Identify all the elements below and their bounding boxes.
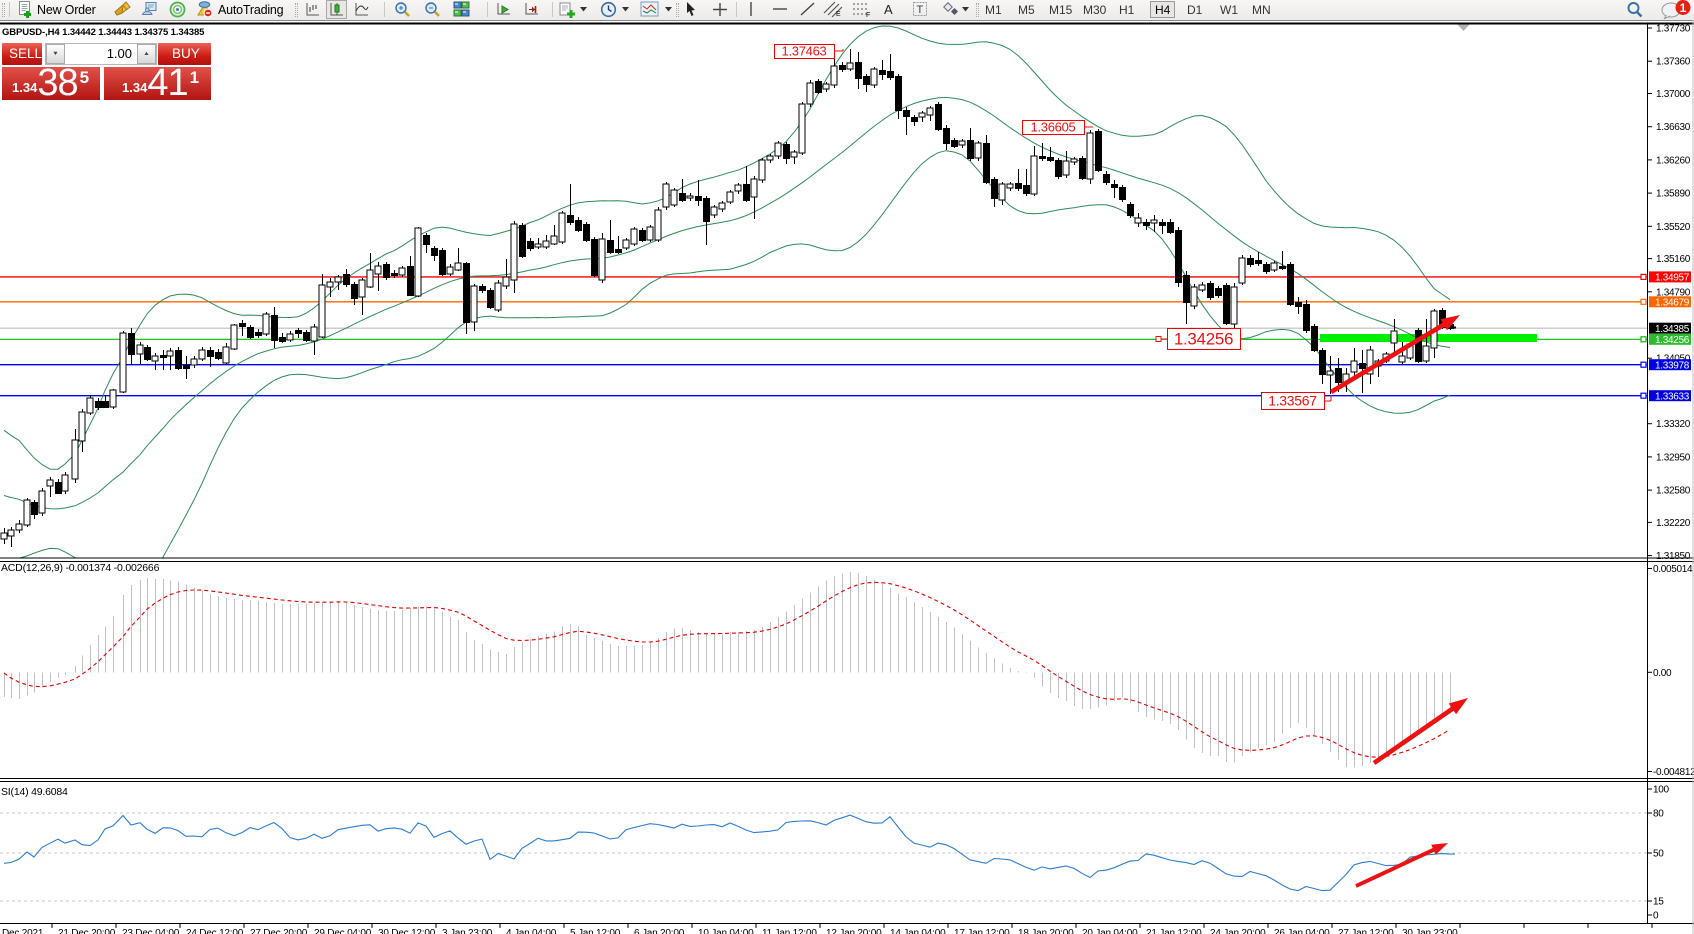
svg-text:1.32220: 1.32220 xyxy=(1656,518,1691,529)
svg-text:1.34957: 1.34957 xyxy=(1655,273,1690,284)
svg-text:11 Jan 12:00: 11 Jan 12:00 xyxy=(762,928,817,934)
svg-text:24 Dec 12:00: 24 Dec 12:00 xyxy=(186,928,244,934)
svg-text:6 Jan 20:00: 6 Jan 20:00 xyxy=(634,928,685,934)
svg-text:10 Jan 04:00: 10 Jan 04:00 xyxy=(698,928,754,934)
svg-text:1.34256: 1.34256 xyxy=(1174,330,1233,349)
svg-text:30 Jan 23:00: 30 Jan 23:00 xyxy=(1402,928,1458,934)
svg-text:24 Jan 20:00: 24 Jan 20:00 xyxy=(1210,928,1266,934)
svg-text:50: 50 xyxy=(1653,849,1664,860)
svg-text:1.32580: 1.32580 xyxy=(1656,486,1691,497)
svg-text:4 Jan 04:00: 4 Jan 04:00 xyxy=(506,928,557,934)
svg-text:SI(14) 49.6084: SI(14) 49.6084 xyxy=(1,786,68,798)
svg-text:1.36605: 1.36605 xyxy=(1031,120,1076,135)
svg-text:27 Jan 12:00: 27 Jan 12:00 xyxy=(1338,928,1394,934)
svg-text:1.33320: 1.33320 xyxy=(1656,419,1691,430)
svg-text:T: T xyxy=(917,4,924,16)
svg-text:1.33633: 1.33633 xyxy=(1655,392,1690,403)
svg-text:26 Jan 04:00: 26 Jan 04:00 xyxy=(1274,928,1330,934)
svg-text:1.34790: 1.34790 xyxy=(1656,287,1691,298)
svg-text:29 Dec 04:00: 29 Dec 04:00 xyxy=(314,928,372,934)
svg-text:18 Jan 20:00: 18 Jan 20:00 xyxy=(1018,928,1074,934)
svg-text:1.36260: 1.36260 xyxy=(1656,155,1691,166)
svg-text:E: E xyxy=(836,11,841,18)
svg-text:14 Jan 04:00: 14 Jan 04:00 xyxy=(890,928,946,934)
svg-text:1.33978: 1.33978 xyxy=(1655,361,1690,372)
svg-text:ACD(12,26,9) -0.001374 -0.0026: ACD(12,26,9) -0.001374 -0.002666 xyxy=(1,562,160,574)
svg-text:1: 1 xyxy=(1680,1,1687,15)
svg-text:1.35520: 1.35520 xyxy=(1656,222,1691,233)
svg-text:0.00: 0.00 xyxy=(1653,668,1672,679)
svg-text:1.32950: 1.32950 xyxy=(1656,452,1691,463)
svg-text:20 Jan 04:00: 20 Jan 04:00 xyxy=(1082,928,1138,934)
svg-text:1.31850: 1.31850 xyxy=(1656,551,1691,562)
svg-text:1.36630: 1.36630 xyxy=(1656,122,1691,133)
svg-text:1.34679: 1.34679 xyxy=(1655,298,1690,309)
svg-text:30 Dec 12:00: 30 Dec 12:00 xyxy=(378,928,436,934)
svg-text:1.34256: 1.34256 xyxy=(1655,335,1690,346)
svg-text:-0.004812: -0.004812 xyxy=(1653,767,1694,778)
svg-text:1.37463: 1.37463 xyxy=(782,44,827,59)
svg-text:12 Jan 20:00: 12 Jan 20:00 xyxy=(826,928,882,934)
svg-text:100: 100 xyxy=(1653,785,1670,796)
svg-text:1.34385: 1.34385 xyxy=(1655,324,1690,335)
svg-text:3 Jan 23:00: 3 Jan 23:00 xyxy=(442,928,493,934)
svg-text:0: 0 xyxy=(1653,911,1659,922)
svg-text:1.35160: 1.35160 xyxy=(1656,254,1691,265)
svg-text:F: F xyxy=(866,12,870,18)
svg-text:17 Jan 12:00: 17 Jan 12:00 xyxy=(954,928,1010,934)
svg-text:15: 15 xyxy=(1653,897,1664,908)
svg-text:5 Jan 12:00: 5 Jan 12:00 xyxy=(570,928,621,934)
svg-text:21 Dec 20:00: 21 Dec 20:00 xyxy=(58,928,116,934)
svg-text:21 Jan 12:00: 21 Jan 12:00 xyxy=(1146,928,1202,934)
svg-text:1.33567: 1.33567 xyxy=(1268,393,1317,409)
svg-text:1.35890: 1.35890 xyxy=(1656,189,1691,200)
svg-text:GBPUSD-,H4 1.34442 1.34443 1.3: GBPUSD-,H4 1.34442 1.34443 1.34375 1.343… xyxy=(2,27,205,38)
svg-text:Dec 2021: Dec 2021 xyxy=(2,928,44,934)
svg-text:1.37730: 1.37730 xyxy=(1656,24,1691,35)
svg-text:80: 80 xyxy=(1653,809,1664,820)
svg-text:1.37000: 1.37000 xyxy=(1656,89,1691,100)
svg-text:23 Dec 04:00: 23 Dec 04:00 xyxy=(122,928,180,934)
svg-text:0.005014: 0.005014 xyxy=(1653,564,1693,575)
svg-text:1.37360: 1.37360 xyxy=(1656,57,1691,68)
svg-text:27 Dec 20:00: 27 Dec 20:00 xyxy=(250,928,308,934)
